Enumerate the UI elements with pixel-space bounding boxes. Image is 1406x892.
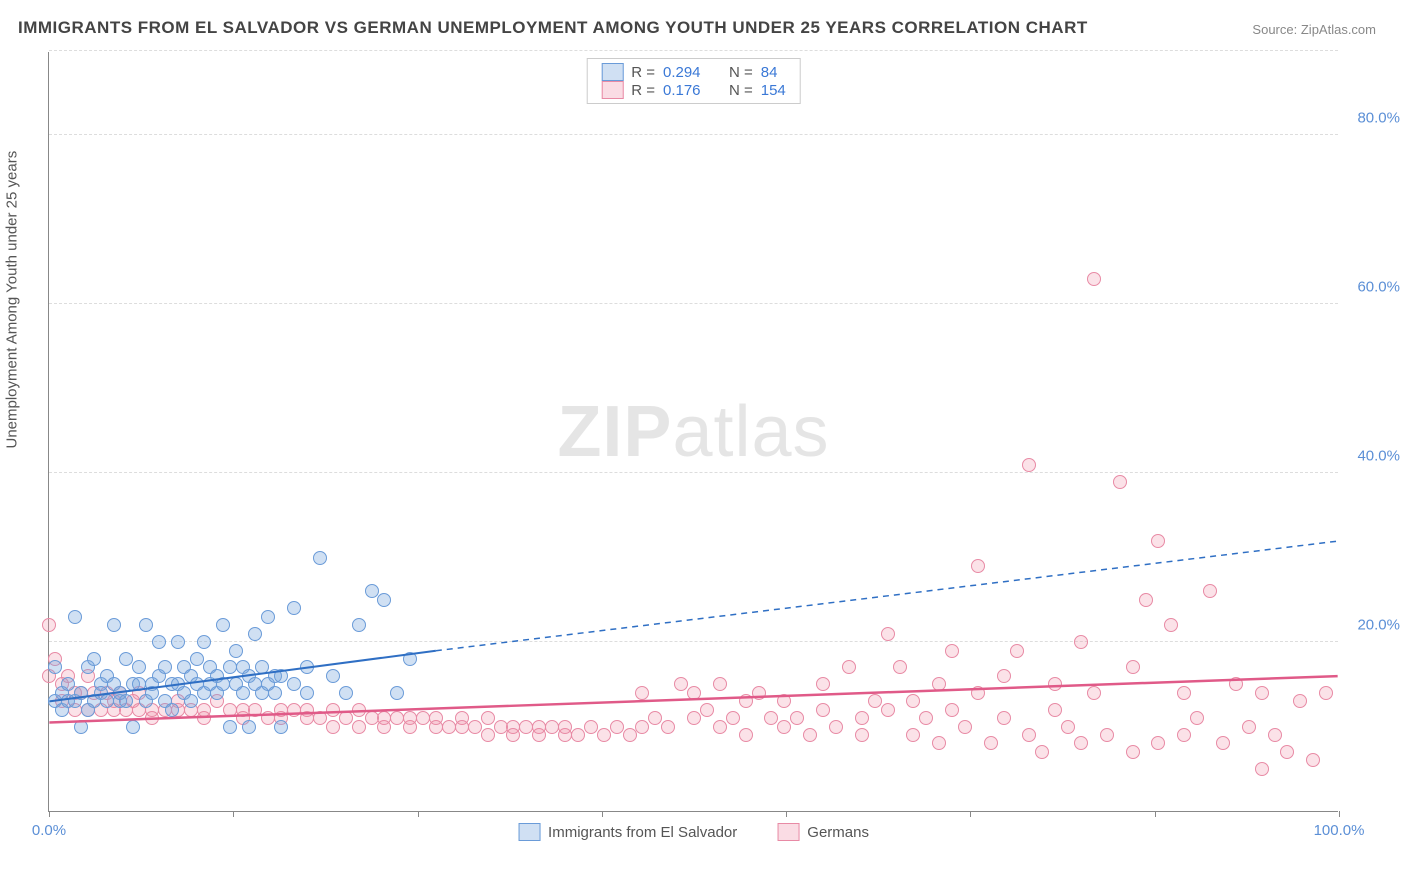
x-tick-mark [418, 811, 419, 817]
x-tick-label: 100.0% [1314, 822, 1365, 839]
x-tick-mark [970, 811, 971, 817]
y-tick-label: 40.0% [1357, 448, 1400, 465]
legend-series: Immigrants from El Salvador Germans [518, 823, 869, 841]
swatch-blue-icon [518, 823, 540, 841]
r-value-blue: 0.294 [663, 64, 711, 81]
legend-item-el-salvador: Immigrants from El Salvador [518, 823, 737, 841]
swatch-blue-icon [601, 63, 623, 81]
x-tick-mark [49, 811, 50, 817]
y-tick-label: 20.0% [1357, 617, 1400, 634]
legend-correlation: R = 0.294 N = 84 R = 0.176 N = 154 [586, 58, 801, 104]
y-tick-label: 60.0% [1357, 279, 1400, 296]
trend-lines-layer [49, 52, 1338, 811]
source-label: Source: [1252, 22, 1297, 37]
swatch-pink-icon [601, 81, 623, 99]
chart-title: IMMIGRANTS FROM EL SALVADOR VS GERMAN UN… [18, 18, 1088, 38]
x-tick-mark [1339, 811, 1340, 817]
x-tick-mark [233, 811, 234, 817]
n-value-blue: 84 [761, 64, 778, 81]
r-value-pink: 0.176 [663, 82, 711, 99]
x-tick-label: 0.0% [32, 822, 66, 839]
swatch-pink-icon [777, 823, 799, 841]
r-label: R = [631, 64, 655, 81]
trend-line [49, 676, 1337, 722]
plot-area: ZIPatlas R = 0.294 N = 84 R = 0.176 N = … [48, 52, 1338, 812]
n-value-pink: 154 [761, 82, 786, 99]
legend-row-blue: R = 0.294 N = 84 [601, 63, 786, 81]
n-label: N = [729, 64, 753, 81]
x-tick-mark [602, 811, 603, 817]
legend-item-germans: Germans [777, 823, 869, 841]
gridline-h [49, 50, 1338, 51]
x-tick-mark [1155, 811, 1156, 817]
r-label: R = [631, 82, 655, 99]
legend-row-pink: R = 0.176 N = 154 [601, 81, 786, 99]
y-tick-label: 80.0% [1357, 110, 1400, 127]
legend-label-pink: Germans [807, 824, 869, 841]
trend-line [436, 541, 1338, 651]
source-credit: Source: ZipAtlas.com [1252, 22, 1376, 37]
x-tick-mark [786, 811, 787, 817]
trend-line [49, 651, 435, 702]
n-label: N = [729, 82, 753, 99]
legend-label-blue: Immigrants from El Salvador [548, 824, 737, 841]
source-value: ZipAtlas.com [1301, 22, 1376, 37]
y-axis-label: Unemployment Among Youth under 25 years [4, 151, 21, 449]
